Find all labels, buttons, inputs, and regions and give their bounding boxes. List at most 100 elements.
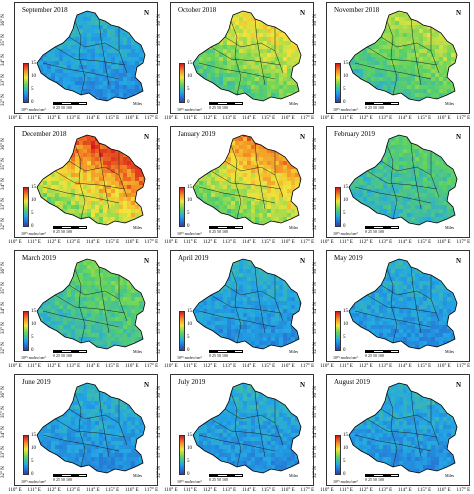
north-arrow-label: N [455,9,461,17]
longitude-label: 111° E [339,240,353,245]
colorbar-unit: 10¹⁵ molec/cm² [177,107,202,112]
longitude-label: 114° E [86,364,100,369]
scale-unit: Miles [445,101,455,106]
longitude-label: 113° E [222,488,237,493]
latitude-label: 34° N [313,302,318,314]
panel-title: September 2018 [21,6,69,15]
latitude-label: 33° N [313,322,318,334]
colorbar-tick: 0 [187,100,190,105]
panel-title: August 2019 [333,378,371,387]
province-map [36,10,146,102]
longitude-label: 112° E [359,116,373,121]
province-map [36,134,146,226]
longitude-label: 115° E [417,488,432,493]
map-panel: April 2019 N 15 10 5 0 10¹⁵ molec/cm² 0 25 50 1… [170,250,314,362]
colorbar-unit: 10¹⁵ molec/cm² [21,231,46,236]
scale-label: 0 25 50 100 [209,353,228,358]
latitude-label: 36° N [1,138,6,150]
longitude-label: 112° E [203,488,217,493]
north-arrow-label: N [455,133,461,141]
longitude-label: 116° E [437,116,451,121]
longitude-label: 112° E [203,240,217,245]
province-map [192,382,302,474]
colorbar [179,187,185,227]
longitude-label: 111° E [27,240,41,245]
province-map [348,258,458,350]
scale-label: 0 25 50 100 [365,105,384,110]
latitude-label: 33° N [1,74,6,86]
scale-bar [53,226,87,229]
longitude-label: 116° E [281,240,295,245]
scale-unit: Miles [445,349,455,354]
colorbar-tick: 10 [343,74,348,79]
colorbar-tick: 0 [31,100,34,105]
longitude-label: 110° E [8,364,22,369]
colorbar-tick: 15 [31,433,36,438]
latitude-label: 33° N [157,198,162,210]
map-panel: August 2019 N 15 10 5 0 10¹⁵ molec/cm² 0 25 50 … [326,374,470,486]
north-arrow-label: N [299,257,305,265]
longitude-label: 116° E [281,116,295,121]
colorbar-tick: 15 [187,433,192,438]
scale-label: 0 25 50 100 [209,105,228,110]
colorbar [23,311,29,351]
colorbar-unit: 10¹⁵ molec/cm² [177,479,202,484]
longitude-label: 117° E [456,240,471,245]
longitude-label: 117° E [456,364,471,369]
colorbar-unit: 10¹⁵ molec/cm² [21,355,46,360]
longitude-label: 111° E [27,116,41,121]
latitude-label: 32° N [313,342,318,354]
colorbar-tick: 5 [343,335,346,340]
colorbar-tick: 15 [343,61,348,66]
scale-unit: Miles [445,473,455,478]
longitude-label: 111° E [183,240,197,245]
longitude-label: 110° E [164,116,178,121]
latitude-label: 32° N [157,94,162,106]
longitude-label: 112° E [359,364,373,369]
longitude-label: 117° E [144,488,159,493]
longitude-label: 116° E [125,116,139,121]
scale-label: 0 25 50 100 [365,353,384,358]
colorbar-tick: 5 [187,459,190,464]
latitude-label: 36° N [1,386,6,398]
scale-bar [53,102,87,105]
colorbar-tick: 5 [343,87,346,92]
longitude-label: 112° E [359,240,373,245]
scale-bar [53,474,87,477]
longitude-label: 111° E [339,116,353,121]
panel-title: April 2019 [177,254,210,263]
longitude-label: 115° E [261,116,276,121]
province-map [192,10,302,102]
scale-bar [209,350,243,353]
north-arrow-label: N [143,9,149,17]
latitude-label: 32° N [313,218,318,230]
longitude-label: 111° E [339,364,353,369]
latitude-label: 36° N [157,138,162,150]
latitude-label: 35° N [157,158,162,170]
latitude-label: 35° N [313,34,318,46]
colorbar [23,187,29,227]
longitude-label: 116° E [125,364,139,369]
latitude-label: 36° N [313,14,318,26]
colorbar [179,311,185,351]
longitude-label: 113° E [66,364,81,369]
panel-title: June 2019 [21,378,52,387]
panel-title: November 2018 [333,6,381,15]
scale-label: 0 25 50 100 [365,229,384,234]
colorbar-tick: 15 [187,185,192,190]
north-arrow-label: N [143,133,149,141]
latitude-label: 34° N [313,54,318,66]
north-arrow-label: N [455,381,461,389]
longitude-label: 111° E [183,488,197,493]
colorbar-tick: 10 [187,446,192,451]
latitude-label: 33° N [313,74,318,86]
longitude-label: 115° E [261,488,276,493]
longitude-label: 113° E [222,364,237,369]
latitude-label: 34° N [157,54,162,66]
longitude-label: 117° E [300,116,315,121]
longitude-label: 112° E [47,240,61,245]
map-panel: May 2019 N 15 10 5 0 10¹⁵ molec/cm² 0 25 50 100… [326,250,470,362]
scale-bar [53,350,87,353]
latitude-label: 35° N [313,158,318,170]
longitude-label: 112° E [203,116,217,121]
